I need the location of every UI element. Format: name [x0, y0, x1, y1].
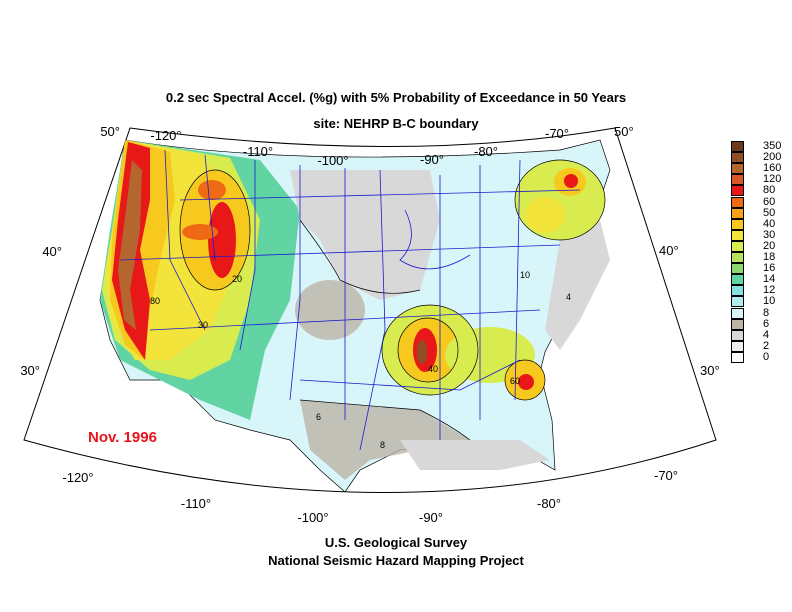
legend-label: 80	[763, 184, 776, 197]
lon-top-90: -90°	[420, 152, 444, 167]
legend-swatch	[731, 274, 744, 286]
lon-bot-110: -110°	[181, 496, 211, 511]
texas-low	[300, 400, 470, 480]
lon-bot-100: -100°	[297, 510, 328, 525]
lon-top-110: -110°	[243, 144, 273, 159]
contour-label: 8	[380, 440, 385, 450]
legend-swatch	[731, 207, 744, 219]
legend-label: 8	[763, 306, 770, 319]
lat-left-30: 30°	[20, 363, 40, 378]
legend-label: 120	[763, 173, 782, 186]
legend-swatch	[731, 351, 744, 363]
contour-label: 10	[520, 270, 530, 280]
legend-label: 0	[763, 350, 770, 363]
legend-swatch	[731, 329, 744, 341]
lon-bot-70: -70°	[654, 468, 678, 483]
map-title: 0.2 sec Spectral Accel. (%g) with 5% Pro…	[165, 90, 627, 105]
lat-right-40: 40°	[659, 243, 679, 258]
gulf-coast-low	[400, 440, 550, 470]
contour-label: 40	[428, 364, 438, 374]
montana-zone-60	[198, 180, 226, 200]
lon-top-100: -100°	[317, 153, 348, 168]
legend-swatch	[731, 252, 744, 263]
lon-top-120: -120°	[150, 128, 181, 143]
legend-label: 16	[763, 262, 776, 275]
footer-agency: U.S. Geological Survey	[324, 535, 468, 550]
legend-label: 4	[763, 328, 770, 341]
legend-label: 10	[763, 295, 776, 308]
map-subtitle: site: NEHRP B-C boundary	[313, 116, 479, 131]
legend-swatch	[731, 229, 744, 241]
date-label: Nov. 1996	[88, 429, 157, 446]
contour-label: 30	[198, 320, 208, 330]
legend-label: 30	[763, 228, 776, 241]
legend-swatch	[731, 296, 744, 308]
legend-swatch	[731, 263, 744, 275]
legend-swatch	[731, 185, 744, 197]
legend-swatch	[731, 196, 744, 208]
legend-swatch	[731, 340, 744, 352]
lon-top-80: -80°	[474, 144, 498, 159]
legend-label: 160	[763, 162, 782, 175]
lat-left-40: 40°	[42, 244, 62, 259]
legend-label: 14	[763, 273, 776, 286]
footer-project: National Seismic Hazard Mapping Project	[268, 553, 524, 568]
lon-top-70: -70°	[545, 126, 569, 141]
idaho-zone-60	[182, 224, 218, 240]
legend-swatch	[731, 240, 744, 252]
northeast-zone-30	[525, 197, 565, 233]
atlantic-coast-low	[545, 220, 610, 350]
legend-swatch	[731, 218, 744, 230]
contour-label: 80	[150, 296, 160, 306]
lon-bot-90: -90°	[419, 510, 443, 525]
utah-zone-80	[208, 202, 236, 278]
legend-swatch	[731, 152, 744, 164]
contour-label: 60	[510, 376, 520, 386]
legend-label: 18	[763, 251, 776, 263]
contour-label: 6	[316, 412, 321, 422]
legend-label: 200	[763, 151, 782, 164]
legend-label: 60	[763, 195, 776, 208]
charlevoix-zone-80	[564, 174, 578, 188]
legend-label: 350	[763, 140, 782, 152]
lon-bot-120: -120°	[62, 470, 93, 485]
legend-swatch	[731, 318, 744, 330]
legend-swatch	[731, 307, 744, 319]
legend-label: 12	[763, 284, 776, 297]
legend-label: 40	[763, 217, 776, 230]
legend-label: 50	[763, 206, 776, 219]
new-madrid-zone-200	[417, 340, 427, 364]
west-zone-160	[118, 160, 142, 330]
lon-bot-80: -80°	[537, 496, 561, 511]
legend-label: 2	[763, 339, 770, 352]
legend-swatch	[731, 141, 744, 152]
legend-swatch	[731, 163, 744, 175]
lat-left-50: 50°	[100, 124, 120, 139]
legend-label: 6	[763, 317, 770, 330]
great-plains-low	[290, 170, 440, 300]
charleston-zone-80	[518, 374, 534, 390]
lat-right-30: 30°	[700, 363, 720, 378]
legend-swatch	[731, 285, 744, 297]
lat-right-50: 50°	[614, 124, 634, 139]
legend-swatch	[731, 174, 744, 186]
kansas-low	[295, 280, 365, 340]
contour-label: 4	[566, 292, 571, 302]
contour-label: 20	[232, 274, 242, 284]
legend-label: 20	[763, 239, 776, 252]
